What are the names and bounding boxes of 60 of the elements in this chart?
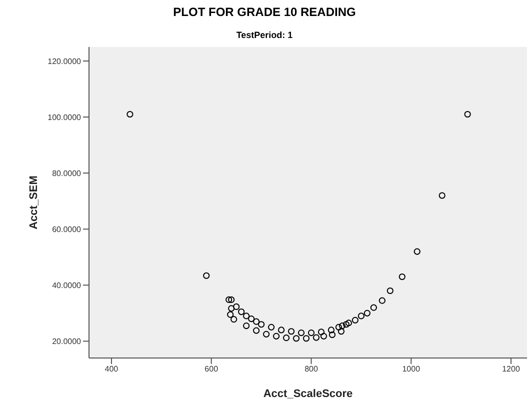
y-tick-label: 40.0000	[52, 280, 82, 290]
point	[364, 310, 370, 316]
point	[370, 304, 377, 311]
point	[464, 110, 471, 118]
point	[253, 327, 260, 334]
x-tick-label: 1200	[502, 364, 520, 374]
point	[298, 329, 305, 336]
point	[398, 273, 406, 280]
point	[228, 305, 235, 312]
point	[282, 334, 290, 342]
point	[233, 303, 240, 310]
point	[438, 192, 446, 199]
y-tick-label: 100.0000	[48, 112, 82, 122]
x-tick-label: 800	[304, 364, 318, 374]
y-tick-label: 20.0000	[52, 337, 82, 346]
point	[230, 316, 238, 323]
y-axis-title: Acct_SEM	[28, 176, 40, 230]
x-axis-title: Acct_ScaleScore	[263, 388, 353, 400]
point	[302, 335, 310, 342]
y-tick-label: 60.0000	[52, 224, 82, 234]
point	[378, 297, 386, 304]
point	[268, 324, 275, 330]
point	[263, 330, 270, 338]
point	[318, 328, 325, 336]
point	[227, 311, 234, 318]
point	[312, 334, 320, 341]
x-tick-label: 400	[104, 364, 119, 374]
point	[126, 110, 134, 118]
point	[386, 287, 394, 294]
point	[352, 316, 358, 324]
point	[320, 332, 328, 340]
point	[272, 332, 280, 340]
point	[328, 326, 335, 334]
point	[414, 248, 420, 255]
y-tick-label: 80.0000	[52, 168, 82, 178]
point	[203, 272, 210, 279]
point	[278, 326, 285, 334]
point	[328, 331, 336, 338]
point	[248, 315, 255, 322]
chart-subtitle: TestPeriod: 1	[235, 30, 294, 40]
point	[335, 324, 342, 330]
x-tick-label: 1000	[402, 364, 421, 374]
point	[228, 296, 235, 304]
point	[243, 322, 250, 330]
point	[345, 320, 352, 326]
point	[238, 308, 245, 316]
point	[253, 318, 260, 325]
point	[338, 322, 346, 330]
chart-title: PLOT FOR GRADE 10 READING	[172, 5, 357, 19]
point	[226, 296, 232, 304]
point	[338, 328, 345, 335]
point	[358, 312, 364, 320]
point	[292, 335, 300, 342]
point	[243, 312, 250, 320]
y-tick-label: 120.0000	[48, 56, 82, 66]
x-tick-label: 600	[204, 364, 219, 374]
point	[342, 321, 350, 328]
point	[308, 329, 315, 336]
point	[258, 321, 265, 328]
point	[288, 328, 295, 335]
